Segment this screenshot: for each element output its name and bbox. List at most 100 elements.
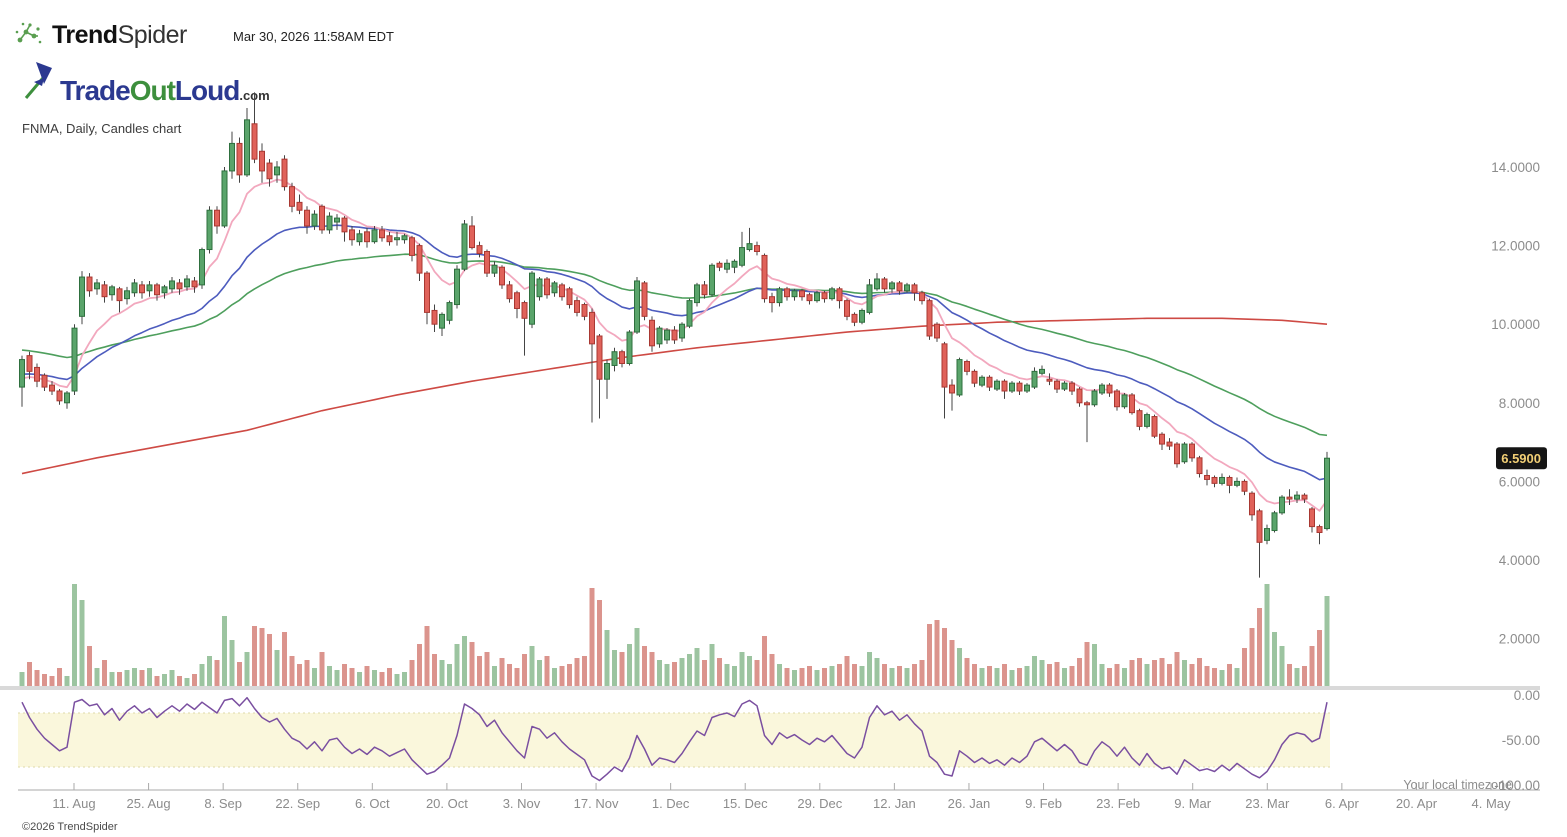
candle-down	[619, 351, 625, 364]
candle-down	[341, 217, 348, 233]
volume-bar	[769, 654, 775, 688]
x-axis-tick-label: 1. Dec	[652, 796, 690, 811]
candle-down	[574, 300, 580, 313]
volume-bar	[957, 648, 962, 688]
volume-bar	[919, 660, 925, 688]
volume-bar	[267, 634, 272, 688]
price-axis-label: 2.0000	[1499, 632, 1540, 647]
panel-separator	[0, 686, 1540, 690]
candle-down	[1136, 410, 1143, 427]
candle-up	[1264, 528, 1270, 541]
candle-up	[656, 327, 663, 345]
oscillator-axis-label: -50.00	[1502, 733, 1540, 748]
volume-bar	[1069, 666, 1075, 688]
candle-up	[161, 286, 168, 294]
price-axis-label: 6.0000	[1499, 474, 1540, 489]
volume-bar	[1264, 584, 1270, 688]
ma-line-slow	[21, 253, 1328, 437]
candle-down	[986, 376, 993, 388]
volume-bar	[1227, 664, 1232, 688]
volume-bar	[184, 678, 190, 688]
volume-bar	[379, 672, 385, 688]
volume-bar	[672, 662, 677, 688]
price-axis: 14.0000 12.0000 10.0000 8.0000 6.0000 4.0000 2…	[1403, 160, 1540, 793]
candle-down	[251, 123, 258, 160]
volume-bar	[604, 630, 610, 688]
candle-up	[1324, 457, 1330, 530]
volume-bar	[679, 658, 685, 688]
volume-bar	[1047, 664, 1052, 688]
volume-bar	[927, 624, 932, 688]
candle-up	[64, 392, 70, 404]
candle-up	[1219, 476, 1225, 484]
volume-bar	[1204, 666, 1210, 688]
candle-down	[176, 282, 183, 290]
volume-bar	[447, 664, 452, 688]
candle-down	[919, 292, 925, 302]
volume-bar	[1317, 630, 1322, 688]
oscillator-axis-label: -100.00	[1494, 778, 1540, 793]
candle-up	[1234, 480, 1240, 486]
volume-bar	[882, 664, 887, 688]
volume-bar	[777, 664, 782, 688]
volume-bar	[1249, 628, 1255, 688]
volume-bar	[1099, 664, 1105, 688]
candle-down	[41, 374, 48, 388]
volume-bar	[567, 664, 572, 688]
volume-bar	[409, 660, 415, 688]
volume-bar	[34, 670, 40, 688]
volume-bar	[859, 666, 865, 688]
volume-bar	[1189, 664, 1195, 688]
volume-bar	[1129, 660, 1135, 688]
watermark-trade: Trade	[60, 75, 131, 106]
volume-bar	[192, 674, 197, 688]
candle-up	[776, 288, 783, 304]
x-axis-tick-label: 26. Jan	[948, 796, 991, 811]
candle-down	[934, 323, 940, 339]
volume-bar	[282, 632, 287, 688]
volume-bar	[334, 670, 340, 688]
volume-bar	[634, 628, 640, 688]
candle-up	[1279, 496, 1285, 514]
price-axis-label: 8.0000	[1499, 396, 1540, 411]
volume-bar	[19, 672, 25, 688]
volume-bar	[199, 664, 205, 688]
candle-up	[274, 166, 280, 176]
volume-bar	[402, 672, 407, 688]
volume-bar	[612, 650, 617, 688]
candle-up	[454, 268, 460, 306]
candle-up	[221, 170, 228, 227]
candle-up	[206, 209, 213, 251]
volume-bar	[177, 676, 182, 688]
candle-up	[1099, 384, 1105, 394]
candle-down	[949, 384, 955, 394]
volume-bar	[109, 672, 115, 688]
candle-down	[671, 329, 678, 341]
candle-down	[499, 266, 505, 286]
volume-bar	[289, 656, 295, 688]
volume-bar	[619, 652, 625, 688]
candle-down	[1151, 416, 1158, 437]
x-axis-tick-label: 22. Sep	[275, 796, 320, 811]
volume-bar	[342, 664, 347, 688]
candle-up	[866, 284, 873, 313]
candle-down	[1174, 443, 1180, 465]
price-axis-label: 4.0000	[1499, 553, 1540, 568]
candle-up	[439, 313, 445, 329]
volume-bar	[814, 670, 820, 688]
candle-down	[26, 355, 33, 372]
candle-down	[139, 284, 145, 294]
candle-down	[911, 284, 918, 294]
candle-down	[409, 237, 415, 256]
candle-up	[229, 142, 235, 172]
volume-bar	[694, 648, 700, 688]
candle-down	[1256, 510, 1263, 543]
volume-bar	[942, 628, 947, 688]
candle-down	[1316, 526, 1323, 533]
volume-bar	[979, 668, 985, 688]
candle-down	[1054, 380, 1060, 390]
volume-bar	[649, 652, 655, 688]
x-axis-tick-label: 11. Aug	[52, 796, 95, 811]
volume-bar	[574, 658, 580, 688]
